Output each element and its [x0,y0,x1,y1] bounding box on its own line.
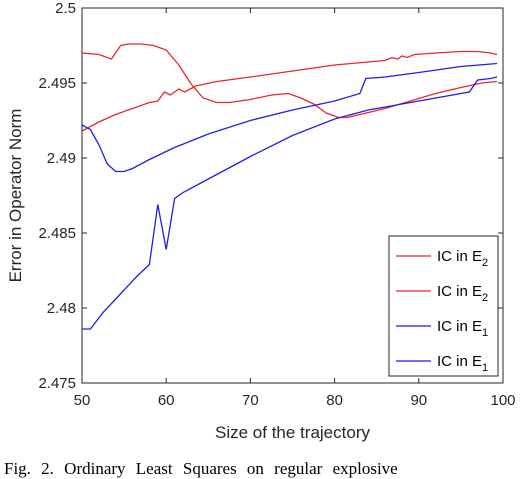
plot-area: 50 60 70 80 90 100 2.5 2.495 2.49 2.485 2.48 2.475… [38,0,515,409]
series-line-4 [82,76,498,330]
legend-label-subscript: 1 [482,327,488,339]
series-layer [81,43,498,330]
y-axis-label: Error in Operator Norm [6,109,25,283]
series-line-1 [81,50,498,132]
x-tick-label: 90 [410,392,427,409]
x-tick-label: 100 [490,392,515,409]
x-tick-label: 70 [242,392,259,409]
legend-label-2: IC in E2 [437,283,488,304]
legend-label-text: IC in E [437,283,482,300]
y-axis-ticks: 2.5 2.495 2.49 2.485 2.48 2.475 [38,0,503,392]
legend-label-4: IC in E1 [437,353,488,374]
x-axis-ticks: 50 60 70 80 90 100 [74,8,516,409]
y-tick-label: 2.485 [38,225,76,242]
y-tick-label: 2.495 [38,75,76,92]
legend-label-subscript: 2 [482,257,488,269]
x-axis-label: Size of the trajectory [215,423,370,442]
legend-label-subscript: 1 [482,362,488,374]
legend-label-subscript: 2 [482,292,488,304]
legend-label-text: IC in E [437,318,482,335]
y-tick-label: 2.49 [47,150,76,167]
y-tick-label: 2.48 [47,300,76,317]
x-tick-label: 50 [74,392,91,409]
legend-label-text: IC in E [437,353,482,370]
series-line-2 [81,43,498,119]
series-line-3 [81,62,498,173]
legend-label-text: IC in E [437,248,482,265]
legend-box [388,235,499,377]
x-tick-label: 60 [158,392,175,409]
plot-frame [81,7,504,384]
legend-label-3: IC in E1 [437,318,488,339]
y-tick-label: 2.5 [55,0,76,17]
legend-label-1: IC in E2 [437,248,488,269]
y-tick-label: 2.475 [38,375,76,392]
figure-caption: Fig. 2. Ordinary Least Squares on regula… [4,459,398,478]
x-tick-label: 80 [326,392,343,409]
